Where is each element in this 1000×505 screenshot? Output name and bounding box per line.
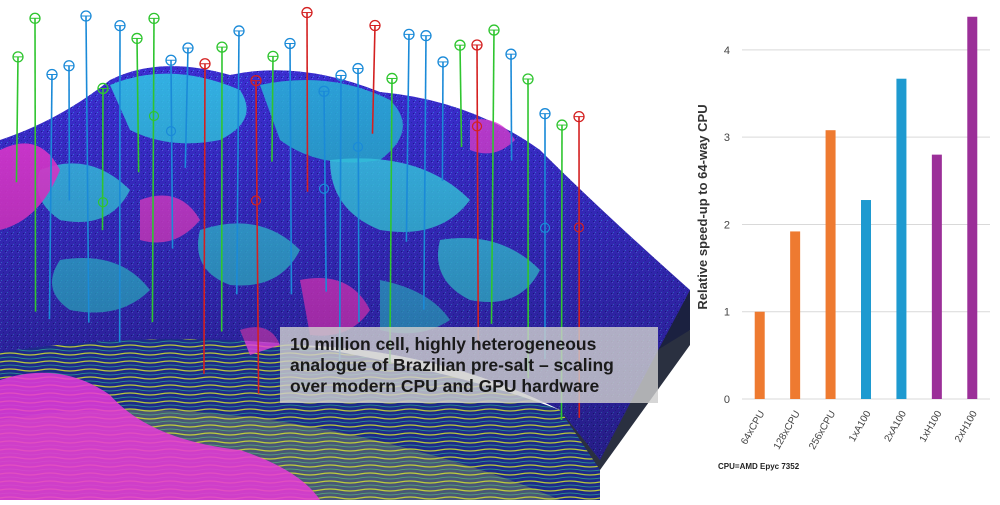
x-tick-label: 1xA100 xyxy=(847,409,874,444)
x-tick-label: 2xH100 xyxy=(953,409,980,445)
well-line xyxy=(35,18,36,311)
bar-2xa100 xyxy=(896,79,906,399)
chart-canvas: Relative speed-up to 64-way CPU 0 1 2 3 4 64x… xyxy=(690,0,1000,500)
reservoir-model-visualization: 10 million cell, highly heterogeneous an… xyxy=(0,0,690,500)
x-tick-label: 1xH100 xyxy=(918,409,945,445)
well-line xyxy=(204,64,205,374)
hardware-footnote: CPU=AMD Epyc 7352 xyxy=(718,462,799,471)
well-line xyxy=(511,54,512,160)
well-line xyxy=(307,13,308,192)
x-tick-label: 2xA100 xyxy=(883,409,910,444)
well-line xyxy=(272,56,273,161)
bar-64xcpu xyxy=(755,312,765,399)
y-tick-label: 4 xyxy=(724,45,730,57)
y-tick-label: 2 xyxy=(724,219,730,231)
x-tick-label: 256xCPU xyxy=(807,409,838,452)
y-tick-label: 0 xyxy=(724,394,730,406)
speedup-bar-chart: Relative speed-up to 64-way CPU 0 1 2 3 4 64x… xyxy=(690,0,1000,500)
well-line xyxy=(442,62,443,181)
x-tick-label: 128xCPU xyxy=(772,409,803,452)
caption-line-3: over modern CPU and GPU hardware xyxy=(290,376,648,397)
caption-line-2: analogue of Brazilian pre-salt – scaling xyxy=(290,355,648,376)
y-tick-label: 3 xyxy=(724,132,730,144)
bar-1xa100 xyxy=(861,200,871,399)
well-line xyxy=(358,69,359,322)
y-tick-label: 1 xyxy=(724,307,730,319)
bar-1xh100 xyxy=(932,155,942,399)
y-axis-label: Relative speed-up to 64-way CPU xyxy=(695,104,710,309)
reservoir-3d-render xyxy=(0,0,690,500)
bar-2xh100 xyxy=(967,17,977,399)
bar-256xcpu xyxy=(826,130,836,399)
bar-128xcpu xyxy=(790,231,800,399)
x-tick-label: 64xCPU xyxy=(739,409,767,447)
caption-box: 10 million cell, highly heterogeneous an… xyxy=(280,327,658,403)
caption-line-1: 10 million cell, highly heterogeneous xyxy=(290,334,648,355)
